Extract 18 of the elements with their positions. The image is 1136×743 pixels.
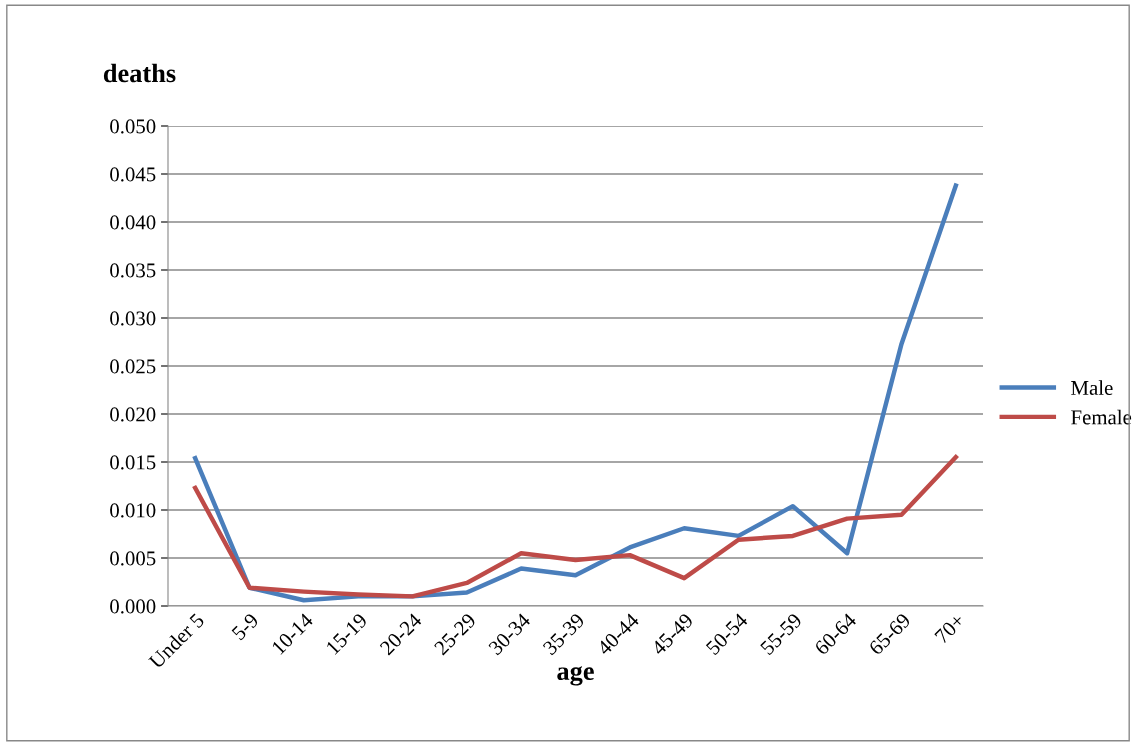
y-axis-title: deaths xyxy=(103,63,176,83)
y-tick-label: 0.045 xyxy=(110,167,156,182)
y-tick-label: 0.030 xyxy=(110,311,156,326)
x-axis-title: age xyxy=(557,666,594,686)
line-series xyxy=(192,454,959,599)
y-tick-label: 0.005 xyxy=(110,551,156,566)
x-tick-label: 70+ xyxy=(934,612,966,644)
legend-label: Female xyxy=(1071,409,1132,425)
y-tick-label: 0.010 xyxy=(110,503,156,518)
legend-label: Male xyxy=(1071,380,1113,395)
y-tick-label: 0.040 xyxy=(110,215,156,230)
x-tick-label: 5-9 xyxy=(231,612,260,641)
y-tick-label: 0.015 xyxy=(110,455,156,470)
y-tick-label: 0.050 xyxy=(110,119,156,134)
y-tick-label: 0.025 xyxy=(110,359,156,374)
y-tick-label: 0.020 xyxy=(110,407,156,422)
y-tick-label: 0.000 xyxy=(110,599,156,614)
y-tick-label: 0.035 xyxy=(110,263,156,278)
